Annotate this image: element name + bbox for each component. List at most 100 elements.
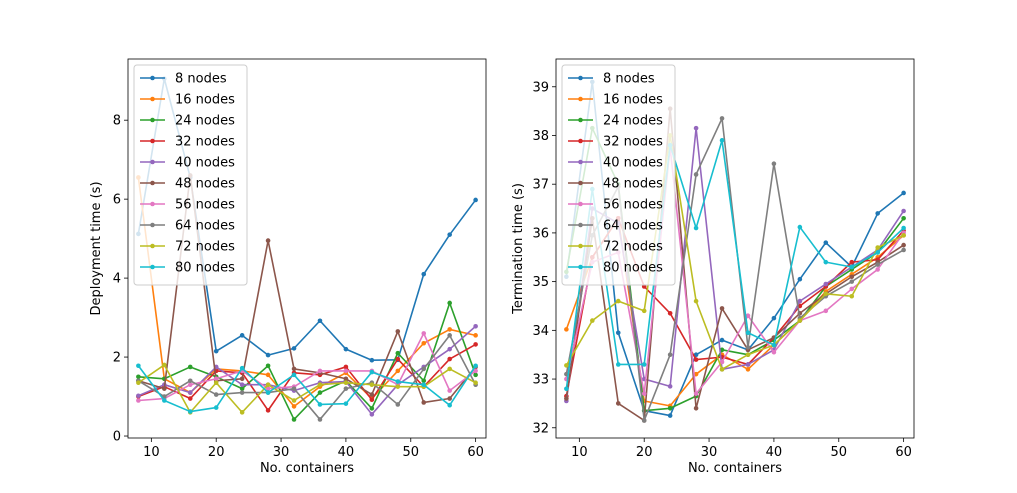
term-legend-marker [578, 180, 583, 186]
deploy-legend-item: 56 nodes [140, 198, 235, 213]
term-legend-label: 16 nodes [603, 93, 663, 108]
deploy-legend-item: 24 nodes [140, 114, 235, 129]
term-y-tick-label: 34 [532, 324, 549, 339]
term-series-line [565, 81, 905, 417]
deploy-data-point [421, 331, 427, 336]
deploy-data-point [473, 333, 478, 338]
deploy-data-point [239, 365, 245, 371]
term-series-line [565, 107, 905, 422]
term-data-point [771, 161, 777, 167]
term-legend-label: 56 nodes [603, 198, 663, 213]
deploy-data-point [447, 333, 452, 338]
term-data-point [745, 352, 751, 357]
deploy-data-point [162, 398, 167, 403]
term-y-tick-label: 39 [532, 80, 549, 95]
term-x-tick-label: 20 [636, 445, 653, 460]
deploy-data-point [317, 382, 323, 388]
term-series-10 [564, 138, 906, 392]
deploy-data-point [265, 363, 271, 369]
term-data-point [564, 386, 569, 392]
term-data-point [875, 245, 880, 250]
term-x-tick-label: 10 [571, 445, 588, 460]
deploy-data-point [239, 376, 245, 382]
deploy-data-point [447, 388, 452, 393]
deploy-data-point [343, 380, 349, 386]
deploy-data-point [187, 390, 193, 395]
term-legend-label: 64 nodes [603, 219, 663, 234]
term-data-point [745, 313, 751, 319]
term-data-point [745, 362, 751, 367]
term-data-point [564, 396, 569, 401]
term-x-tick-label: 50 [830, 445, 847, 460]
term-legend-label: 48 nodes [603, 177, 663, 192]
term-x-tick-label: 40 [766, 445, 783, 460]
deploy-data-point [291, 386, 297, 391]
term-legend-marker [578, 243, 583, 249]
deploy-legend-label: 64 nodes [175, 219, 235, 234]
deploy-data-point [239, 333, 245, 338]
term-data-point [641, 418, 647, 423]
deploy-data-point [136, 380, 141, 386]
deploy-data-point [447, 300, 452, 306]
deploy-data-point [473, 323, 478, 329]
term-legend-marker [578, 222, 583, 228]
deploy-legend-label: 8 nodes [175, 72, 227, 87]
deploy-data-point [421, 271, 427, 277]
deploy-data-point [317, 318, 323, 324]
term-y-tick-label: 36 [532, 226, 549, 241]
deploy-data-point [291, 398, 297, 403]
term-data-point [641, 308, 647, 314]
term-legend-item: 24 nodes [568, 114, 663, 129]
deploy-y-tick-label: 8 [113, 114, 121, 129]
deploy-data-point [317, 390, 323, 395]
deploy-data-point [162, 386, 167, 391]
term-legend: 8 nodes 16 nodes 24 nodes 32 nodes 40 nodes 4… [561, 64, 676, 286]
term-y-tick-label: 38 [532, 129, 549, 144]
term-data-point [771, 315, 777, 321]
deploy-legend-marker [150, 159, 155, 165]
deploy-legend-item: 48 nodes [140, 177, 235, 192]
deploy-x-tick-label: 50 [402, 445, 419, 460]
deploy-x-tick-label: 30 [273, 445, 290, 460]
deploy-legend-marker [150, 201, 155, 207]
deploy-data-point [343, 346, 349, 352]
deploy-legend-marker [150, 264, 155, 270]
term-data-point [849, 286, 855, 292]
deploy-data-point [265, 372, 271, 378]
term-legend-marker [578, 75, 583, 81]
term-data-point [693, 172, 699, 177]
deploy-legend-marker [150, 96, 155, 102]
term-data-point [693, 125, 699, 131]
deploy-data-point [213, 376, 219, 382]
term-data-point [667, 413, 673, 418]
term-data-point [849, 293, 855, 299]
deploy-legend-label: 80 nodes [175, 261, 235, 276]
deploy-legend-item: 80 nodes [140, 261, 235, 276]
deploy-data-point [395, 402, 401, 407]
deploy-x-tick-label: 10 [143, 445, 160, 460]
deploy-data-point [291, 372, 297, 378]
term-data-point [719, 347, 725, 353]
deploy-legend: 8 nodes 16 nodes 24 nodes 32 nodes 40 nodes 4… [133, 64, 248, 286]
deploy-legend-label: 16 nodes [175, 93, 235, 108]
term-y-tick-label: 35 [532, 275, 549, 290]
deploy-data-point [473, 363, 478, 369]
term-data-point [771, 342, 777, 348]
term-axes-frame [555, 58, 915, 439]
term-data-point [745, 330, 751, 336]
deploy-data-point [421, 400, 427, 405]
deploy-data-point [473, 372, 478, 378]
deploy-series-line [137, 364, 476, 414]
deploy-data-point [265, 390, 271, 395]
deploy-data-point [213, 380, 219, 386]
term-data-point [797, 224, 803, 230]
term-x-tick-label: 60 [895, 445, 912, 460]
deploy-legend-marker [150, 138, 155, 144]
term-legend-marker [578, 264, 583, 270]
deploy-legend-marker [150, 180, 155, 186]
deploy-legend-marker [150, 243, 155, 249]
term-data-point [719, 306, 725, 311]
deploy-x-tick-label: 40 [338, 445, 355, 460]
term-data-point [901, 233, 906, 238]
